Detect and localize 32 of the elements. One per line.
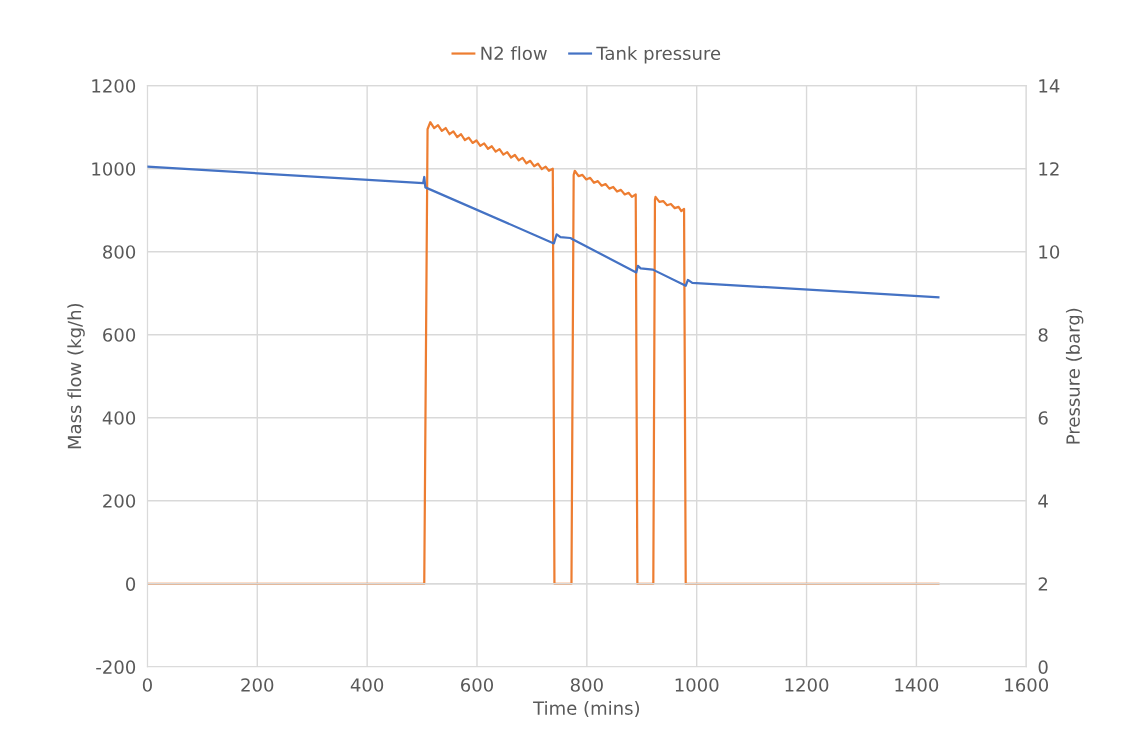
x-tick-label: 0 bbox=[142, 678, 152, 692]
y-tick-label: 200 bbox=[103, 494, 136, 508]
y-tick-label: 600 bbox=[103, 328, 136, 342]
legend-label: Tank pressure bbox=[596, 46, 721, 64]
y2-tick-label: 6 bbox=[1038, 411, 1048, 425]
y-tick-label: 0 bbox=[126, 577, 136, 591]
x-tick-label: 1000 bbox=[675, 678, 719, 692]
x-tick-label: 1600 bbox=[1005, 678, 1049, 692]
y-tick-label: 400 bbox=[102, 411, 136, 425]
x-tick-label: 200 bbox=[241, 678, 274, 692]
line-series bbox=[147, 121, 940, 585]
y-axis-title: Mass flow (kg/h) bbox=[67, 303, 85, 449]
y2-tick-label: 8 bbox=[1038, 328, 1048, 342]
y2-tick-label: 4 bbox=[1038, 494, 1048, 508]
x-tick-label: 1200 bbox=[785, 678, 829, 692]
y2-axis-title: Pressure (barg) bbox=[1065, 308, 1084, 444]
x-tick-label: 400 bbox=[350, 678, 384, 692]
y2-tick-label: 0 bbox=[1038, 660, 1048, 674]
y2-tick-label: 10 bbox=[1039, 245, 1060, 259]
y-tick-label: 1000 bbox=[92, 162, 136, 176]
legend-label: N2 flow bbox=[481, 46, 547, 61]
x-tick-label: 800 bbox=[570, 678, 603, 692]
y2-tick-label: 12 bbox=[1039, 162, 1059, 176]
y-tick-label: 1200 bbox=[92, 79, 136, 93]
line-series bbox=[147, 165, 940, 299]
x-tick-label: 600 bbox=[461, 678, 494, 692]
y-tick-label: -200 bbox=[96, 660, 136, 674]
x-tick-label: 1400 bbox=[895, 678, 939, 692]
x-axis-title: Time (mins) bbox=[533, 700, 640, 718]
y2-tick-label: 14 bbox=[1039, 79, 1060, 93]
y2-tick-label: 2 bbox=[1038, 577, 1048, 591]
y-tick-label: 800 bbox=[103, 245, 136, 259]
